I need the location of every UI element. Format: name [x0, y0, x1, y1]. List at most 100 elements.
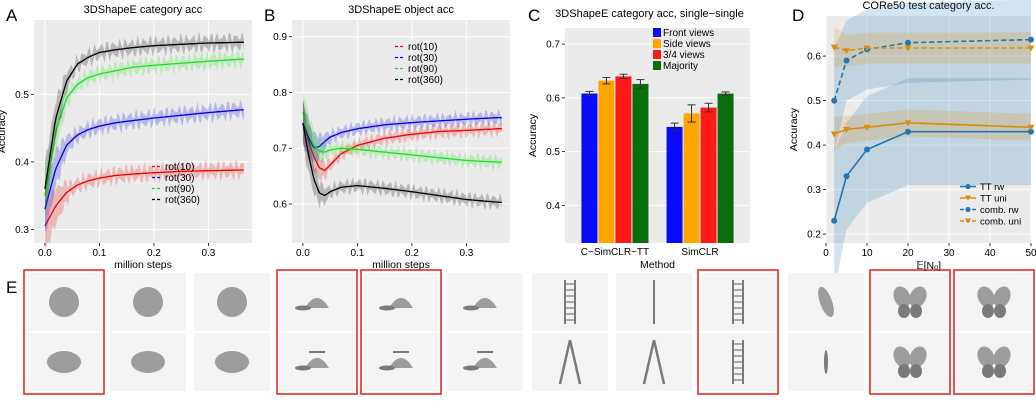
object-sphere — [133, 287, 163, 317]
x-tick-label: 10 — [861, 248, 873, 259]
marker-tt-rw — [843, 173, 850, 180]
y-tick-label: 0.5 — [15, 90, 29, 101]
object-butterfly-wing — [898, 364, 910, 378]
marker-tt-rw — [831, 217, 838, 224]
x-tick-label: 30 — [943, 248, 955, 259]
x-category-label: C−SimCLR−TT — [581, 247, 649, 258]
chart-title: 3DShapeE object acc — [348, 4, 454, 16]
x-tick-label: 0.1 — [92, 248, 106, 259]
y-tick-label: 0.3 — [15, 225, 29, 236]
bar-front-views-simclr — [666, 126, 683, 243]
legend: rot(10)rot(30)rot(90)rot(360) — [152, 162, 200, 206]
x-axis-label: million steps — [114, 259, 172, 271]
series-line-rot-360 — [44, 41, 244, 190]
legend-swatch-side-views — [653, 39, 661, 48]
object-butterfly-wing — [994, 304, 1006, 318]
object-cap — [473, 298, 497, 308]
highlight-box — [953, 269, 1035, 395]
chart-title: CORe50 test category acc. — [862, 0, 994, 12]
y-axis-label: Accuracy — [527, 113, 539, 157]
marker-tt-rw — [905, 128, 911, 135]
confidence-band-rot-360 — [302, 99, 502, 211]
legend-marker — [965, 183, 971, 190]
object-butterfly-wing — [910, 304, 922, 318]
confidence-band-comb-rw — [834, 0, 1031, 153]
y-tick-label: 0.6 — [273, 199, 287, 210]
marker-tt-uni — [904, 120, 912, 127]
plot-background — [34, 20, 252, 243]
object-stepladder — [642, 339, 656, 385]
legend-marker — [965, 218, 971, 224]
marker-comb-rw — [905, 39, 911, 46]
marker-tt-uni — [1027, 124, 1035, 131]
panel-letters: A B C D E — [6, 6, 804, 297]
series-line-rot-360 — [302, 122, 502, 203]
legend-label-tt-rw: TT rw — [980, 182, 1004, 193]
x-tick-label: 0.2 — [405, 248, 419, 259]
marker-tt-rw — [864, 146, 870, 153]
bar-side-views-c-simclr-tt — [598, 80, 615, 243]
image-group-butterfly — [788, 269, 1035, 395]
object-butterfly-wing — [910, 364, 922, 378]
y-tick-label: 0.7 — [546, 40, 560, 51]
object-stepladder — [558, 339, 572, 385]
marker-tt-uni — [830, 131, 838, 138]
y-tick-label: 0.8 — [273, 88, 287, 99]
image-group-ladder — [532, 269, 779, 395]
object-cap-brim — [379, 365, 395, 371]
object-butterfly-wing — [993, 346, 1011, 368]
x-tick-label: 0.3 — [201, 248, 215, 259]
bar-side-views-simclr — [683, 113, 700, 244]
y-axis-label: Accuracy — [788, 107, 800, 151]
x-tick-label: 0.2 — [147, 248, 161, 259]
y-axis-label: Accuracy — [0, 109, 8, 153]
object-butterfly-wing — [898, 304, 910, 318]
object-cap-brim — [463, 365, 479, 371]
object-butterfly — [893, 346, 911, 368]
chart-title: 3DShapeE category acc — [84, 4, 203, 16]
object-cap-brim — [379, 305, 395, 311]
y-tick-label: 0.5 — [807, 96, 821, 107]
x-axis-label: Method — [640, 259, 675, 271]
marker-comb-uni — [843, 48, 850, 55]
legend-label-3-4-views: 3/4 views — [663, 50, 705, 61]
x-axis-label: million steps — [372, 259, 430, 271]
object-ellipsoid — [131, 351, 165, 373]
confidence-band-rot-30 — [302, 97, 502, 165]
legend: rot(10)rot(30)rot(90)rot(360) — [395, 42, 443, 86]
object-butterfly — [893, 286, 911, 308]
x-tick-label: 0.3 — [459, 248, 473, 259]
y-tick-label: 0.6 — [546, 93, 560, 104]
object-butterfly-wing — [909, 346, 927, 368]
y-tick-label: 0.9 — [273, 32, 287, 43]
series-line-rot-30 — [44, 109, 244, 210]
confidence-band-rot-90 — [302, 92, 502, 172]
object-cap — [389, 298, 413, 308]
highlight-box — [23, 269, 105, 395]
panel-e — [23, 269, 1035, 395]
object-butterfly-side — [818, 286, 834, 318]
panel-letter-c: C — [528, 6, 540, 25]
legend-label-rot-90: rot(90) — [165, 184, 194, 195]
object-sphere — [217, 287, 247, 317]
marker-comb-uni — [904, 45, 912, 52]
panel-letter-e: E — [6, 278, 17, 297]
legend-marker — [965, 206, 971, 213]
bar-3-4-views-simclr — [700, 107, 717, 243]
bar-front-views-c-simclr-tt — [581, 93, 598, 243]
y-tick-label: 0.4 — [15, 157, 29, 168]
marker-comb-uni — [1027, 45, 1035, 52]
marker-comb-uni — [830, 44, 838, 51]
marker-comb-rw — [831, 97, 838, 104]
object-butterfly — [977, 346, 995, 368]
chart-title: 3DShapeE category acc, single−single — [555, 8, 744, 20]
bar-3-4-views-c-simclr-tt — [615, 76, 632, 243]
object-cap-brim — [295, 365, 311, 371]
legend-label-comb-uni: comb. uni — [980, 217, 1021, 228]
object-butterfly-wing — [909, 286, 927, 308]
legend-label-rot-90: rot(90) — [408, 64, 437, 75]
panel-d: 0 10 20 30 40 50 0.2 0.3 0.4 0.5 0.6 CORe50 test ca… — [788, 0, 1036, 291]
bar-majority-simclr — [717, 93, 734, 243]
